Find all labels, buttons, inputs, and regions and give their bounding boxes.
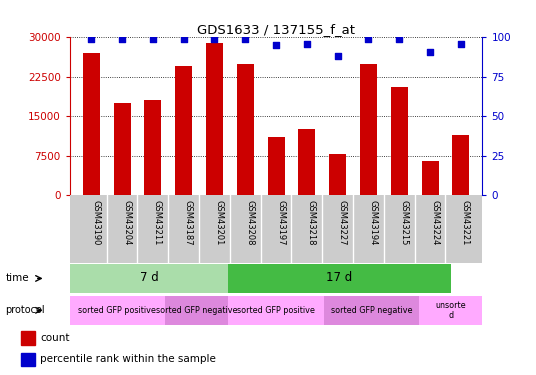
Text: percentile rank within the sample: percentile rank within the sample	[40, 354, 216, 364]
Bar	[21, 352, 35, 366]
FancyBboxPatch shape	[228, 296, 324, 325]
Text: time: time	[5, 273, 29, 284]
Point	[118, 36, 126, 42]
Bar	[329, 154, 346, 195]
Text: sorted GFP negative: sorted GFP negative	[156, 306, 237, 315]
Point	[87, 36, 95, 42]
Text: GSM43187: GSM43187	[184, 200, 192, 246]
Text: protocol: protocol	[5, 305, 45, 315]
Bar	[144, 100, 161, 195]
FancyBboxPatch shape	[70, 296, 165, 325]
Bar	[83, 53, 100, 195]
FancyBboxPatch shape	[165, 296, 228, 325]
Text: GSM43201: GSM43201	[214, 200, 224, 246]
Text: GSM43197: GSM43197	[276, 200, 285, 246]
Point	[241, 36, 250, 42]
Point	[333, 53, 342, 59]
Text: GSM43227: GSM43227	[338, 200, 347, 246]
Bar	[21, 331, 35, 345]
Text: sorted GFP positive: sorted GFP positive	[78, 306, 156, 315]
Bar	[114, 103, 130, 195]
Text: GSM43204: GSM43204	[122, 200, 131, 246]
Point	[148, 36, 157, 42]
FancyBboxPatch shape	[324, 296, 419, 325]
Bar	[299, 129, 315, 195]
Point	[457, 41, 465, 47]
Text: GSM43190: GSM43190	[91, 200, 100, 246]
Text: GSM43221: GSM43221	[461, 200, 470, 246]
Bar	[237, 64, 254, 195]
Point	[210, 36, 219, 42]
Point	[302, 41, 311, 47]
Text: GSM43208: GSM43208	[245, 200, 254, 246]
Bar	[206, 43, 223, 195]
Point	[364, 36, 373, 42]
Bar	[452, 135, 470, 195]
Text: unsorte
d: unsorte d	[435, 301, 466, 320]
Text: GSM43211: GSM43211	[153, 200, 162, 246]
Text: sorted GFP negative: sorted GFP negative	[331, 306, 412, 315]
Text: sorted GFP positive: sorted GFP positive	[237, 306, 315, 315]
Point	[272, 42, 280, 48]
Text: GSM43218: GSM43218	[307, 200, 316, 246]
Bar	[267, 137, 285, 195]
FancyBboxPatch shape	[70, 264, 228, 293]
Bar	[175, 66, 192, 195]
FancyBboxPatch shape	[228, 264, 451, 293]
Text: 7 d: 7 d	[140, 271, 159, 284]
Title: GDS1633 / 137155_f_at: GDS1633 / 137155_f_at	[197, 23, 355, 36]
Point	[395, 36, 404, 42]
Text: GSM43224: GSM43224	[430, 200, 439, 246]
FancyBboxPatch shape	[419, 296, 482, 325]
Point	[426, 49, 434, 55]
Text: GSM43194: GSM43194	[368, 200, 377, 246]
Text: 17 d: 17 d	[326, 271, 353, 284]
Bar	[422, 161, 438, 195]
Bar	[391, 87, 408, 195]
Text: count: count	[40, 333, 70, 343]
Text: GSM43215: GSM43215	[399, 200, 408, 246]
Point	[180, 36, 188, 42]
Bar	[360, 64, 377, 195]
